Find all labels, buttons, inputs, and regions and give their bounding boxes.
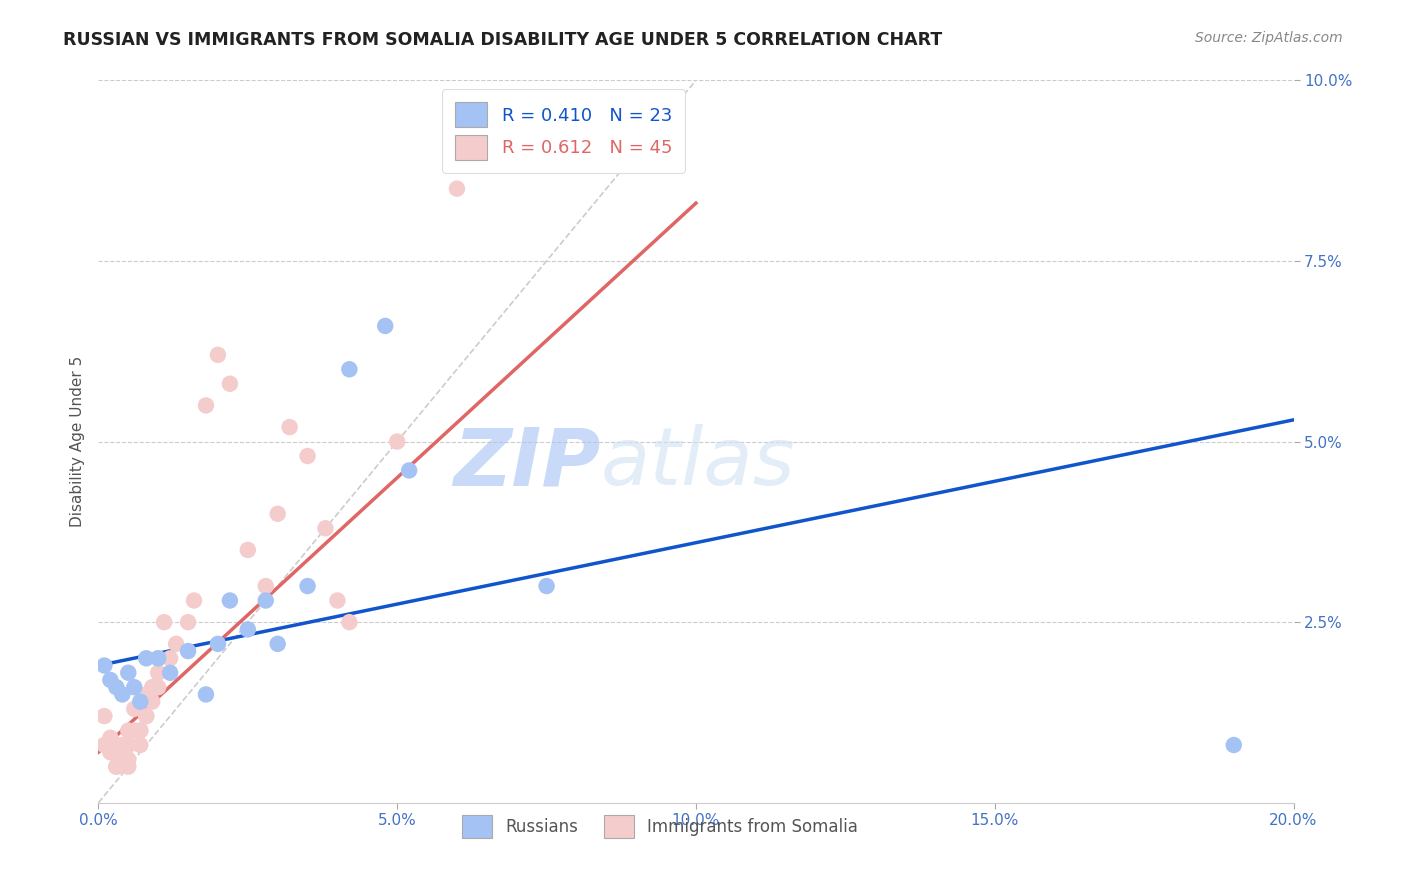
- Point: [326, 593, 349, 607]
- Point: [141, 680, 163, 694]
- Point: [267, 507, 290, 521]
- Point: [195, 398, 218, 412]
- Point: [141, 695, 163, 709]
- Point: [177, 644, 200, 658]
- Legend: Russians, Immigrants from Somalia: Russians, Immigrants from Somalia: [456, 808, 865, 845]
- Point: [93, 709, 115, 723]
- Point: [124, 723, 146, 738]
- Point: [339, 615, 361, 630]
- Point: [124, 702, 146, 716]
- Point: [105, 760, 128, 774]
- Point: [135, 709, 157, 723]
- Point: [111, 745, 134, 759]
- Point: [207, 348, 229, 362]
- Point: [111, 738, 134, 752]
- Point: [385, 434, 409, 449]
- Point: [207, 637, 229, 651]
- Point: [339, 362, 361, 376]
- Point: [105, 680, 128, 694]
- Point: [98, 731, 122, 745]
- Point: [219, 376, 242, 391]
- Point: [254, 579, 277, 593]
- Point: [129, 738, 152, 752]
- Point: [117, 752, 139, 766]
- Point: [159, 665, 181, 680]
- Point: [148, 680, 170, 694]
- Point: [536, 579, 558, 593]
- Point: [129, 723, 152, 738]
- Point: [398, 463, 420, 477]
- Point: [219, 593, 242, 607]
- Point: [183, 593, 205, 607]
- Point: [135, 651, 157, 665]
- Point: [148, 651, 170, 665]
- Point: [105, 738, 128, 752]
- Point: [117, 665, 139, 680]
- Point: [177, 615, 200, 630]
- Point: [159, 651, 181, 665]
- Point: [254, 593, 277, 607]
- Point: [98, 745, 122, 759]
- Y-axis label: Disability Age Under 5: Disability Age Under 5: [69, 356, 84, 527]
- Point: [165, 637, 187, 651]
- Point: [93, 658, 115, 673]
- Point: [195, 687, 218, 701]
- Point: [297, 449, 319, 463]
- Point: [117, 760, 139, 774]
- Point: [98, 673, 122, 687]
- Point: [267, 637, 290, 651]
- Text: atlas: atlas: [600, 425, 796, 502]
- Point: [1223, 738, 1246, 752]
- Text: RUSSIAN VS IMMIGRANTS FROM SOMALIA DISABILITY AGE UNDER 5 CORRELATION CHART: RUSSIAN VS IMMIGRANTS FROM SOMALIA DISAB…: [63, 31, 942, 49]
- Point: [135, 687, 157, 701]
- Text: ZIP: ZIP: [453, 425, 600, 502]
- Point: [153, 615, 176, 630]
- Point: [111, 687, 134, 701]
- Point: [129, 723, 152, 738]
- Point: [236, 542, 259, 557]
- Point: [105, 760, 128, 774]
- Point: [124, 680, 146, 694]
- Point: [148, 665, 170, 680]
- Point: [374, 318, 396, 333]
- Text: Source: ZipAtlas.com: Source: ZipAtlas.com: [1195, 31, 1343, 45]
- Point: [129, 695, 152, 709]
- Point: [446, 182, 468, 196]
- Point: [117, 738, 139, 752]
- Point: [148, 651, 170, 665]
- Point: [297, 579, 319, 593]
- Point: [135, 709, 157, 723]
- Point: [111, 752, 134, 766]
- Point: [117, 723, 139, 738]
- Point: [236, 623, 259, 637]
- Point: [93, 738, 115, 752]
- Point: [278, 420, 301, 434]
- Point: [315, 521, 337, 535]
